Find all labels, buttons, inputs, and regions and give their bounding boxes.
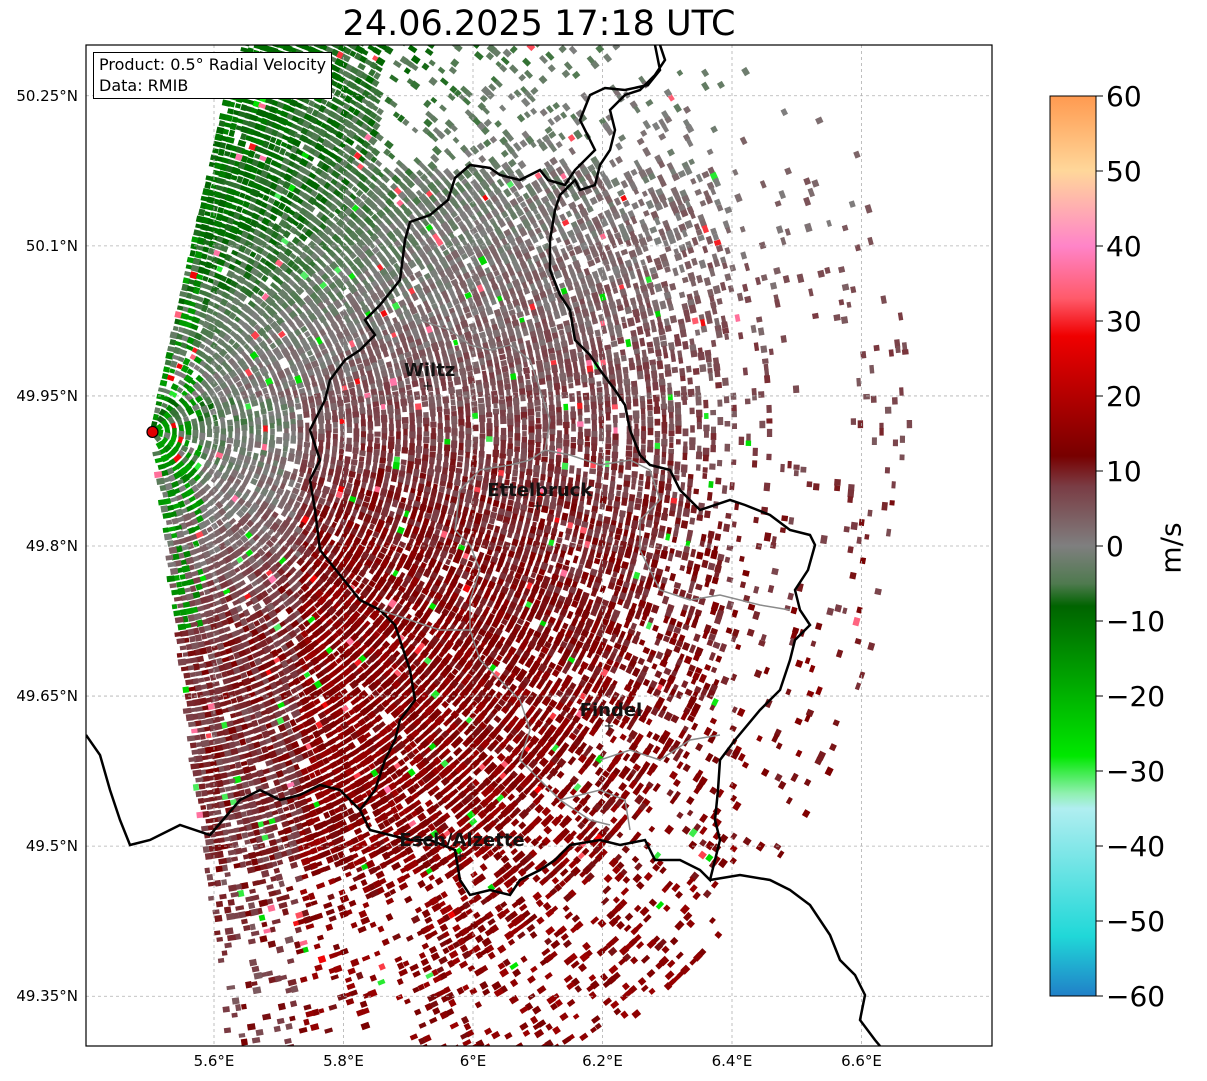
colorbar-tick-label: 20 (1106, 380, 1142, 413)
colorbar-tick-label: −50 (1106, 905, 1165, 938)
map-gridlines (86, 45, 992, 1046)
radar-velocity-echoes (150, 45, 913, 1046)
colorbar-gradient (1049, 95, 1097, 997)
colorbar-tick-label: 30 (1106, 305, 1142, 338)
colorbar-unit-label: m/s (1154, 522, 1188, 574)
radar-site-marker (146, 425, 159, 439)
lat-tick-label: 50.25°N (16, 87, 78, 105)
canton-borders (379, 319, 791, 831)
place-marker: + (532, 499, 543, 514)
place-label: Wiltz (404, 360, 455, 381)
colorbar-tick-label: 40 (1106, 230, 1142, 263)
place-label: Esch/Alzette (399, 830, 524, 851)
lat-tick-label: 49.95°N (16, 387, 78, 405)
colorbar-tick-label: −10 (1106, 605, 1165, 638)
lon-tick-label: 6°E (460, 1052, 487, 1070)
map-frame-border (85, 44, 993, 1047)
product-label: Product: 0.5° Radial Velocity (99, 55, 327, 74)
luxembourg-national-border (308, 45, 817, 897)
place-labels: +Wiltz+Ettelbruck+Findel+Esch/Alzette (399, 360, 642, 864)
colorbar-tick-label: −40 (1106, 830, 1165, 863)
place-marker: + (455, 849, 466, 864)
lon-tick-label: 5.8°E (323, 1052, 364, 1070)
lon-tick-label: 6.4°E (712, 1052, 753, 1070)
map-title: 24.06.2025 17:18 UTC (342, 4, 736, 44)
product-info-box: Product: 0.5° Radial Velocity Data: RMIB (93, 52, 333, 99)
lat-tick-label: 49.5°N (26, 837, 78, 855)
place-label: Ettelbruck (487, 480, 593, 501)
colorbar-tick-label: 50 (1106, 155, 1142, 188)
france-belgium-border (86, 734, 361, 847)
lon-tick-label: 6.6°E (841, 1052, 882, 1070)
colorbar-tick-label: −60 (1106, 980, 1165, 1013)
colorbar-tick-label: −30 (1106, 755, 1165, 788)
colorbar-tick-label: 60 (1106, 80, 1142, 113)
place-label: Findel (580, 700, 643, 721)
lat-tick-label: 50.1°N (26, 237, 78, 255)
colorbar-ticks: 60 50 40 30 20 10 0 −10 −20 −30 −40 −50 −60 (1096, 80, 1165, 1013)
map-axes: 5.6°E 5.8°E 6°E 6.2°E 6.4°E 6.6°E 50.25°N 50.1°… (16, 87, 882, 1070)
radar-site (146, 425, 159, 439)
data-source-label: Data: RMIB (99, 76, 189, 95)
germany-france-border (709, 873, 881, 1046)
lat-tick-label: 49.65°N (16, 687, 78, 705)
map-plot-area: +Wiltz+Ettelbruck+Findel+Esch/Alzette (86, 45, 992, 1046)
colorbar-tick-label: 10 (1106, 455, 1142, 488)
velocity-colorbar: 60 50 40 30 20 10 0 −10 −20 −30 −40 −50 −60 (1049, 80, 1165, 1013)
lat-tick-label: 49.8°N (26, 537, 78, 555)
colorbar-tick-label: 0 (1106, 530, 1124, 563)
lon-tick-label: 5.6°E (194, 1052, 235, 1070)
lat-tick-label: 49.35°N (16, 987, 78, 1005)
place-marker: + (604, 719, 615, 734)
colorbar-tick-label: −20 (1106, 680, 1165, 713)
lon-tick-label: 6.2°E (582, 1052, 623, 1070)
country-borders (86, 45, 881, 1046)
place-marker: + (422, 379, 433, 394)
